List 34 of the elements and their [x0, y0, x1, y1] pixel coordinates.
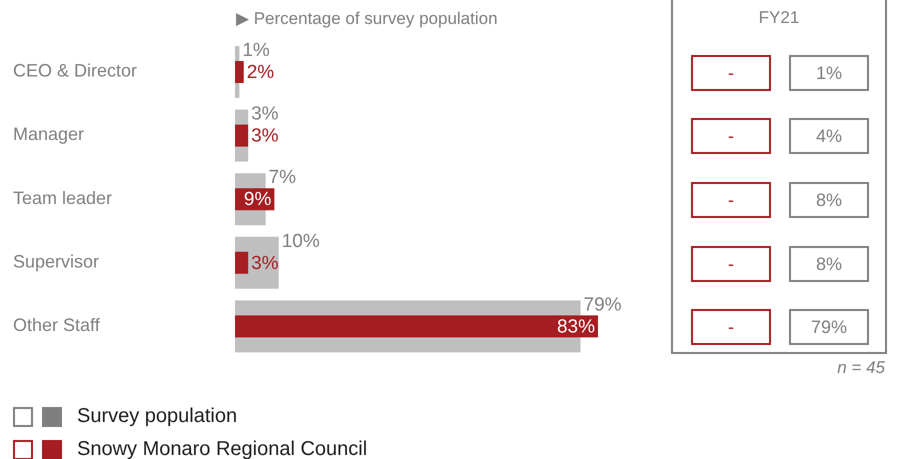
y-tick-label: Supervisor [13, 251, 100, 272]
cell-frame: - [691, 118, 771, 154]
y-tick-label: CEO & Director [13, 60, 138, 81]
data-label: 7% [268, 167, 296, 188]
cell-frame: 1% [789, 55, 869, 91]
data-label: 83% [556, 316, 596, 338]
text: FY21 [758, 8, 800, 28]
data-label: 9% [244, 189, 272, 210]
text: n = 45 [837, 358, 885, 378]
cell-frame: 79% [789, 309, 869, 345]
y-tick-label: Team leader [13, 188, 112, 208]
cell-frame: - [691, 309, 771, 345]
y-tick-label: Other Staff [13, 314, 101, 335]
cell-frame: - [691, 182, 771, 218]
bar [235, 252, 248, 274]
bar [235, 315, 598, 338]
data-label: 10% [282, 230, 320, 252]
data-label: 3% [251, 252, 279, 274]
data-label: 2% [246, 62, 274, 84]
x-axis-title: ▶ Percentage of survey population [236, 8, 498, 29]
cell-frame: - [691, 246, 771, 282]
cell-frame: - [691, 55, 771, 91]
text: Survey population [77, 405, 238, 428]
data-label: 3% [251, 104, 279, 125]
y-tick-label: Manager [13, 124, 84, 144]
data-label: 1% [242, 40, 270, 62]
legend-label: Snowy Monaro Regional Council [77, 438, 368, 459]
data-label: 79% [584, 294, 622, 316]
data-label: 3% [251, 126, 279, 147]
cell-frame: 8% [789, 246, 869, 282]
cell-frame: 4% [789, 118, 869, 154]
bar [235, 61, 244, 83]
bar [235, 124, 248, 147]
cell-frame: 8% [789, 182, 869, 218]
